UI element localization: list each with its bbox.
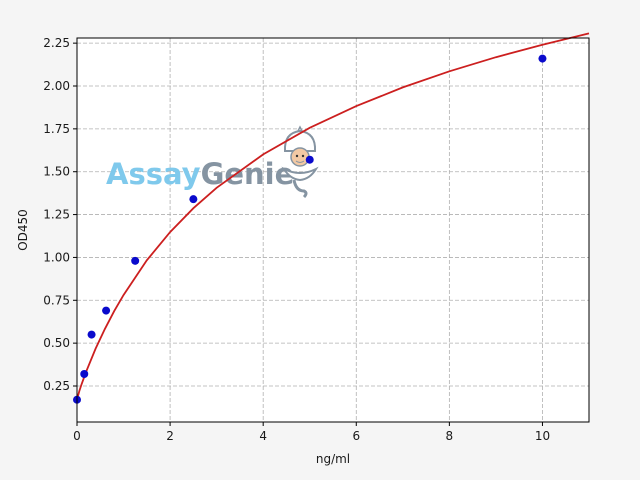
y-axis-label: OD450 bbox=[16, 209, 30, 251]
x-tick-label: 8 bbox=[446, 429, 454, 443]
x-tick-label: 10 bbox=[535, 429, 550, 443]
x-axis-label: ng/ml bbox=[316, 452, 350, 466]
plot-frame bbox=[76, 37, 590, 423]
genie-mascot-icon bbox=[281, 125, 319, 199]
x-tick-label: 2 bbox=[166, 429, 174, 443]
y-tick-label: 2.00 bbox=[43, 79, 70, 93]
fit-curve bbox=[76, 32, 590, 400]
y-tick-label: 1.00 bbox=[43, 250, 70, 264]
x-tick-label: 4 bbox=[259, 429, 267, 443]
grid bbox=[76, 38, 589, 422]
data-point bbox=[102, 306, 111, 315]
y-tick-label: 0.75 bbox=[43, 293, 70, 307]
data-point bbox=[80, 370, 89, 378]
y-tick-label: 0.50 bbox=[43, 336, 70, 350]
data-points bbox=[73, 54, 547, 404]
y-ticks: 0.25 0.50 0.75 1.00 1.25 1.50 1.75 2.00 2.25 bbox=[43, 36, 77, 393]
assaygenie-watermark: AssayGenie bbox=[106, 125, 319, 199]
data-point bbox=[305, 155, 314, 164]
y-tick-label: 1.50 bbox=[43, 165, 70, 179]
data-point bbox=[87, 330, 96, 339]
y-tick-label: 1.75 bbox=[43, 122, 70, 136]
y-tick-label: 0.25 bbox=[43, 379, 70, 393]
x-ticks: 0 2 4 6 8 10 bbox=[73, 422, 550, 443]
data-point bbox=[189, 195, 198, 204]
watermark-assay-text: AssayGenie bbox=[106, 157, 294, 191]
x-tick-label: 6 bbox=[352, 429, 360, 443]
data-point bbox=[538, 54, 547, 63]
x-tick-label: 0 bbox=[73, 429, 81, 443]
y-tick-label: 1.25 bbox=[43, 208, 70, 222]
data-point bbox=[131, 256, 140, 265]
y-tick-label: 2.25 bbox=[43, 36, 70, 50]
plot-area bbox=[77, 38, 589, 422]
